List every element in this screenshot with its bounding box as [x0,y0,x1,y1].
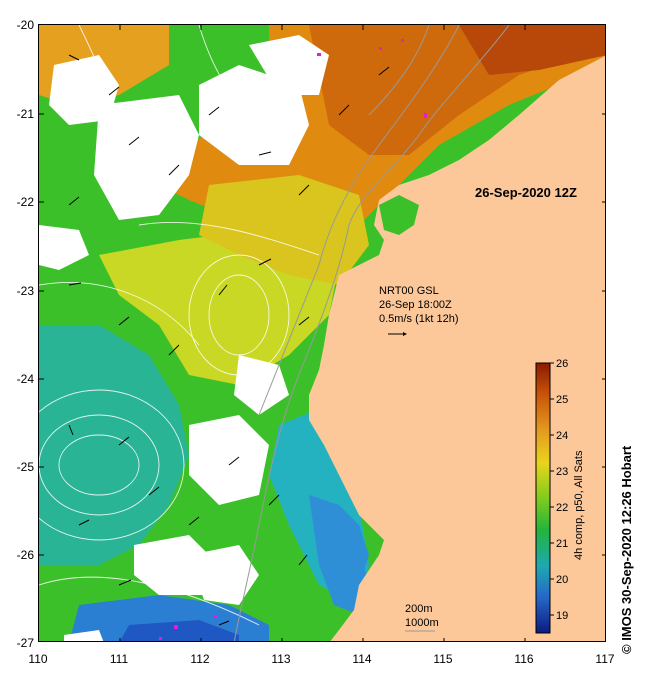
colorbar-tick-23: 23 [556,466,568,478]
cloud-patch-8 [234,355,289,415]
bathymetry-contours [233,25,510,641]
current-vectors [68,54,390,626]
lon-label-112: 112 [190,652,210,666]
colorbar-label: 4h comp, p50, All Sats [573,450,585,560]
lat-label-25: -25 [16,460,34,474]
dark-blue-south [120,620,239,641]
colorbar: 26 25 24 23 22 21 20 19 4h comp, p50, Al… [535,358,585,634]
yellow-band-2 [199,175,369,285]
lon-label-113: 113 [271,652,291,666]
shark-bay-water [334,505,369,585]
colorbar-tick-25: 25 [556,394,568,406]
cloud-patch-10 [64,630,104,641]
sst-map[interactable]: 26-Sep-2020 12Z NRT00 GSL 26-Sep 18:00Z … [38,24,606,642]
lat-label-22: -22 [16,195,34,209]
lon-label-110: 110 [28,652,48,666]
cool-water-sw [39,325,189,565]
dark-warm-ne [459,25,605,75]
lat-label-21: -21 [16,107,34,121]
streamlines [39,25,320,626]
lat-label-24: -24 [16,372,34,386]
cloud-patch-6 [189,415,269,505]
lat-label-20: -20 [16,18,34,32]
frame-ticks [39,25,605,641]
colorbar-tick-26: 26 [556,358,568,370]
lon-label-114: 114 [352,652,372,666]
bathymetry-legend-1000m: 1000m [405,617,439,629]
lat-label-26: -26 [16,548,34,562]
cloud-patch-4 [249,35,329,95]
lon-label-116: 116 [514,652,534,666]
lon-label-117: 117 [595,652,615,666]
cloud-patch-9 [189,545,259,605]
cloud-patch-5 [39,225,89,270]
current-legend-line1: NRT00 GSL [379,285,439,297]
bathymetry-legend-200m: 200m [405,603,433,615]
land-western-australia [309,56,605,641]
colorbar-tick-20: 20 [556,574,568,586]
lon-label-115: 115 [433,652,453,666]
cloud-patch-2 [94,95,199,220]
credit-text: © IMOS 30-Sep-2020 12:26 Hobart [619,445,634,654]
colorbar-tick-21: 21 [556,538,568,550]
current-legend-line3: 0.5m/s (1kt 12h) [379,313,458,325]
current-legend-line2: 26-Sep 18:00Z [379,299,452,311]
lon-label-111: 111 [109,652,129,666]
exmouth-gulf [379,195,419,235]
colorbar-tick-19: 19 [556,610,568,622]
scale-arrow-icon [388,332,407,336]
colorbar-tick-24: 24 [556,430,568,442]
date-label: 26-Sep-2020 12Z [475,185,577,200]
drifter-markers [159,39,427,640]
colorbar-tick-22: 22 [556,502,568,514]
lat-label-23: -23 [16,284,34,298]
lat-label-27: -27 [16,636,34,650]
